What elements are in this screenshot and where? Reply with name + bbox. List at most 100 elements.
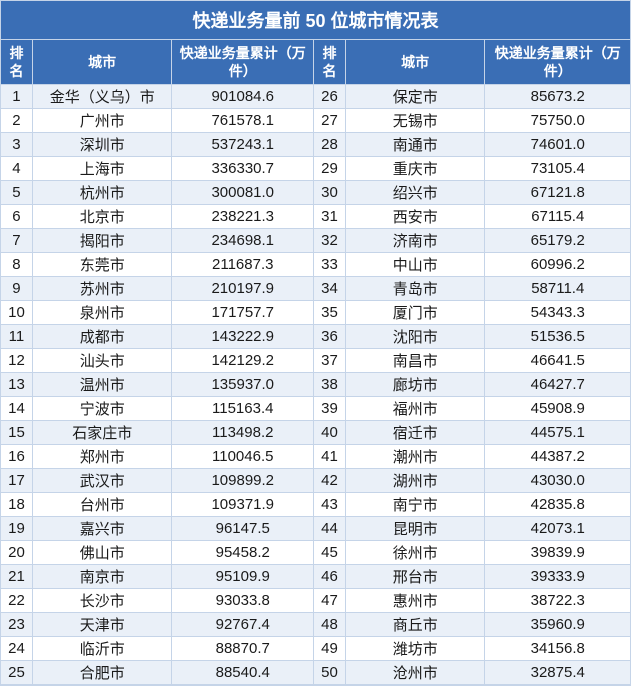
volume-cell: 109899.2 [172,469,314,493]
city-cell: 苏州市 [33,277,173,301]
city-cell: 中山市 [346,253,486,277]
table-row: 5杭州市300081.030绍兴市67121.8 [1,181,630,205]
table-row: 11成都市143222.936沈阳市51536.5 [1,325,630,349]
rank-cell: 19 [1,517,33,541]
rank-cell: 27 [314,109,346,133]
volume-cell: 34156.8 [485,637,630,661]
city-cell: 潮州市 [346,445,486,469]
rank-cell: 22 [1,589,33,613]
city-cell: 泉州市 [33,301,173,325]
rank-cell: 41 [314,445,346,469]
volume-cell: 44387.2 [485,445,630,469]
table-body: 1金华（义乌）市901084.626保定市85673.22广州市761578.1… [1,85,630,685]
city-cell: 长沙市 [33,589,173,613]
volume-cell: 300081.0 [172,181,314,205]
volume-cell: 95458.2 [172,541,314,565]
table-row: 17武汉市109899.242湖州市43030.0 [1,469,630,493]
rank-cell: 23 [1,613,33,637]
rank-cell: 40 [314,421,346,445]
rank-cell: 25 [1,661,33,685]
rank-cell: 3 [1,133,33,157]
city-cell: 深圳市 [33,133,173,157]
rank-cell: 21 [1,565,33,589]
city-cell: 潍坊市 [346,637,486,661]
city-cell: 宿迁市 [346,421,486,445]
table-header: 排名 城市 快递业务量累计（万件） 排名 城市 快递业务量累计（万件） [1,40,630,85]
table-row: 12汕头市142129.237南昌市46641.5 [1,349,630,373]
volume-cell: 65179.2 [485,229,630,253]
city-cell: 保定市 [346,85,486,109]
rank-cell: 6 [1,205,33,229]
volume-cell: 88870.7 [172,637,314,661]
rank-cell: 49 [314,637,346,661]
header-volume2: 快递业务量累计（万件） [485,40,630,85]
table-row: 10泉州市171757.735厦门市54343.3 [1,301,630,325]
volume-cell: 93033.8 [172,589,314,613]
volume-cell: 211687.3 [172,253,314,277]
volume-cell: 67115.4 [485,205,630,229]
ranking-table: 快递业务量前 50 位城市情况表 排名 城市 快递业务量累计（万件） 排名 城市… [0,0,631,686]
table-row: 16郑州市110046.541潮州市44387.2 [1,445,630,469]
rank-cell: 4 [1,157,33,181]
rank-cell: 32 [314,229,346,253]
volume-cell: 901084.6 [172,85,314,109]
city-cell: 佛山市 [33,541,173,565]
volume-cell: 39333.9 [485,565,630,589]
header-rank2: 排名 [314,40,346,85]
header-volume: 快递业务量累计（万件） [172,40,314,85]
city-cell: 揭阳市 [33,229,173,253]
city-cell: 郑州市 [33,445,173,469]
volume-cell: 46427.7 [485,373,630,397]
rank-cell: 16 [1,445,33,469]
rank-cell: 37 [314,349,346,373]
city-cell: 南京市 [33,565,173,589]
volume-cell: 210197.9 [172,277,314,301]
rank-cell: 15 [1,421,33,445]
city-cell: 福州市 [346,397,486,421]
table-row: 9苏州市210197.934青岛市58711.4 [1,277,630,301]
rank-cell: 33 [314,253,346,277]
city-cell: 南宁市 [346,493,486,517]
volume-cell: 115163.4 [172,397,314,421]
table-row: 15石家庄市113498.240宿迁市44575.1 [1,421,630,445]
rank-cell: 26 [314,85,346,109]
volume-cell: 58711.4 [485,277,630,301]
rank-cell: 47 [314,589,346,613]
table-row: 23天津市92767.448商丘市35960.9 [1,613,630,637]
city-cell: 沈阳市 [346,325,486,349]
rank-cell: 5 [1,181,33,205]
volume-cell: 51536.5 [485,325,630,349]
volume-cell: 39839.9 [485,541,630,565]
city-cell: 绍兴市 [346,181,486,205]
city-cell: 临沂市 [33,637,173,661]
city-cell: 青岛市 [346,277,486,301]
table-row: 1金华（义乌）市901084.626保定市85673.2 [1,85,630,109]
city-cell: 汕头市 [33,349,173,373]
volume-cell: 43030.0 [485,469,630,493]
header-city2: 城市 [346,40,486,85]
rank-cell: 14 [1,397,33,421]
table-row: 25合肥市88540.450沧州市32875.4 [1,661,630,685]
volume-cell: 96147.5 [172,517,314,541]
city-cell: 合肥市 [33,661,173,685]
rank-cell: 18 [1,493,33,517]
city-cell: 商丘市 [346,613,486,637]
rank-cell: 31 [314,205,346,229]
rank-cell: 39 [314,397,346,421]
volume-cell: 54343.3 [485,301,630,325]
volume-cell: 67121.8 [485,181,630,205]
volume-cell: 234698.1 [172,229,314,253]
city-cell: 宁波市 [33,397,173,421]
city-cell: 西安市 [346,205,486,229]
city-cell: 广州市 [33,109,173,133]
rank-cell: 1 [1,85,33,109]
rank-cell: 35 [314,301,346,325]
table-row: 20佛山市95458.245徐州市39839.9 [1,541,630,565]
volume-cell: 32875.4 [485,661,630,685]
rank-cell: 7 [1,229,33,253]
volume-cell: 171757.7 [172,301,314,325]
volume-cell: 60996.2 [485,253,630,277]
volume-cell: 761578.1 [172,109,314,133]
city-cell: 杭州市 [33,181,173,205]
volume-cell: 110046.5 [172,445,314,469]
